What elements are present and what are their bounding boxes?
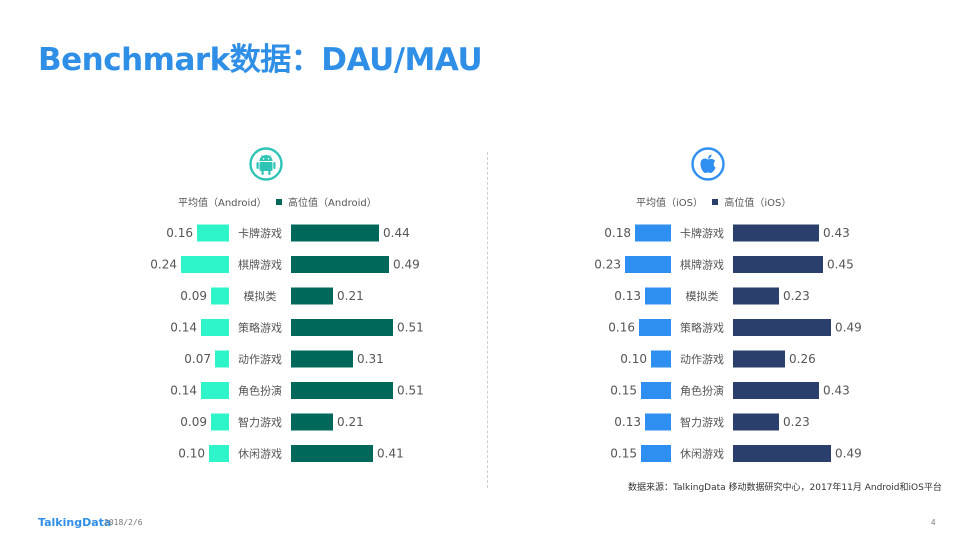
android-value-label-avg: 0.09 [180, 415, 207, 429]
android-value-label-high: 0.49 [393, 258, 420, 272]
android-bar-high [291, 256, 389, 273]
android-category-label: 休闲游戏 [238, 447, 282, 461]
ios-bar-high [733, 413, 779, 431]
ios-category-label: 动作游戏 [680, 353, 724, 366]
android-category-label: 棋牌游戏 [238, 258, 282, 272]
legend-ios-high-label: 高位值（iOS） [724, 198, 792, 209]
ios-value-label-high: 0.43 [823, 384, 850, 398]
page-number: 4 [931, 518, 936, 527]
android-category-label: 角色扮演 [238, 384, 282, 398]
source-note: 数据来源：TalkingData 移动数据研究中心，2017年11月 Andro… [628, 483, 942, 493]
ios-category-label: 角色扮演 [680, 384, 724, 398]
android-bar-avg [211, 287, 229, 305]
page-title: Benchmark数据：DAU/MAU [38, 42, 483, 78]
ios-bar-avg [625, 256, 671, 273]
ios-category-label: 棋牌游戏 [680, 258, 724, 272]
android-category-label: 动作游戏 [238, 353, 282, 366]
android-bar-high [291, 350, 353, 368]
android-bar-avg [197, 224, 229, 242]
android-value-label-high: 0.44 [383, 226, 410, 240]
apple-icon-ring [691, 147, 725, 181]
legend-android-high-swatch [275, 199, 282, 205]
ios-value-label-avg: 0.16 [608, 321, 635, 335]
ios-bar-avg [641, 445, 671, 462]
ios-value-label-high: 0.43 [823, 226, 850, 240]
android-bar-avg [201, 382, 229, 399]
android-value-label-avg: 0.14 [170, 384, 197, 398]
ios-bar-high [733, 319, 831, 336]
legend-ios-avg-label: 平均值（iOS） [636, 198, 703, 209]
ios-bar-avg [645, 287, 671, 305]
android-bar-avg [201, 319, 229, 336]
android-bar-high [291, 319, 393, 336]
ios-value-label-high: 0.23 [783, 415, 810, 429]
ios-category-label: 策略游戏 [680, 321, 724, 335]
panel-divider [487, 152, 488, 488]
legend-ios-high-swatch [712, 199, 719, 205]
android-bar-high [291, 287, 333, 305]
android-icon-ring [249, 147, 283, 181]
android-bar-avg [181, 256, 229, 273]
ios-category-label: 休闲游戏 [680, 447, 724, 461]
ios-bar-high [733, 445, 831, 462]
ios-value-label-high: 0.45 [827, 258, 854, 272]
ios-category-label: 模拟类 [686, 289, 719, 303]
android-value-label-avg: 0.07 [184, 352, 211, 366]
android-bar-high [291, 224, 379, 242]
android-bar-high [291, 382, 393, 399]
ios-category-label: 卡牌游戏 [680, 226, 724, 240]
ios-bar-high [733, 256, 823, 273]
ios-value-label-high: 0.49 [835, 321, 862, 335]
ios-value-label-avg: 0.13 [614, 289, 641, 303]
ios-bar-avg [639, 319, 671, 336]
android-value-label-avg: 0.10 [178, 447, 205, 461]
android-value-label-high: 0.51 [397, 384, 424, 398]
android-value-label-high: 0.21 [337, 289, 364, 303]
android-value-label-high: 0.21 [337, 415, 364, 429]
ios-category-label: 智力游戏 [680, 415, 724, 429]
ios-value-label-avg: 0.18 [604, 226, 631, 240]
ios-legend: 平均值（iOS） 高位值（iOS） [636, 194, 791, 209]
android-robot-icon [249, 147, 283, 181]
ios-value-label-avg: 0.10 [620, 352, 647, 366]
apple-logo-icon [691, 147, 725, 181]
ios-value-label-avg: 0.23 [594, 258, 621, 272]
android-category-label: 智力游戏 [238, 415, 282, 429]
android-value-label-avg: 0.24 [150, 258, 177, 272]
ios-bar-avg [635, 224, 671, 242]
android-value-label-avg: 0.14 [170, 321, 197, 335]
ios-bar-high [733, 382, 819, 399]
android-category-label: 策略游戏 [238, 321, 282, 335]
android-bar-avg [211, 413, 229, 431]
ios-bar-avg [645, 413, 671, 431]
android-value-label-high: 0.41 [377, 447, 404, 461]
android-value-label-avg: 0.16 [166, 226, 193, 240]
android-bar-high [291, 445, 373, 462]
legend-android-high-label: 高位值（Android） [288, 198, 377, 209]
ios-bar-high [733, 224, 819, 242]
android-value-label-high: 0.31 [357, 352, 384, 366]
footer-date: 2018/2/6 [104, 518, 143, 527]
android-bar-avg [209, 445, 229, 462]
ios-value-label-high: 0.26 [789, 352, 816, 366]
ios-bar-avg [641, 382, 671, 399]
brand-logo: TalkingData [38, 516, 112, 529]
ios-value-label-avg: 0.15 [610, 447, 637, 461]
android-bar-high [291, 413, 333, 431]
ios-value-label-avg: 0.15 [610, 384, 637, 398]
ios-bar-avg [651, 350, 671, 368]
android-value-label-avg: 0.09 [180, 289, 207, 303]
ios-value-label-high: 0.23 [783, 289, 810, 303]
android-category-label: 卡牌游戏 [238, 226, 282, 240]
ios-value-label-avg: 0.13 [614, 415, 641, 429]
legend-android-avg-label: 平均值（Android） [178, 198, 267, 209]
ios-bar-high [733, 287, 779, 305]
ios-bar-high [733, 350, 785, 368]
android-bar-avg [215, 350, 229, 368]
android-value-label-high: 0.51 [397, 321, 424, 335]
ios-value-label-high: 0.49 [835, 447, 862, 461]
android-legend: 平均值（Android） 高位值（Android） [178, 194, 377, 209]
android-category-label: 模拟类 [244, 289, 277, 303]
